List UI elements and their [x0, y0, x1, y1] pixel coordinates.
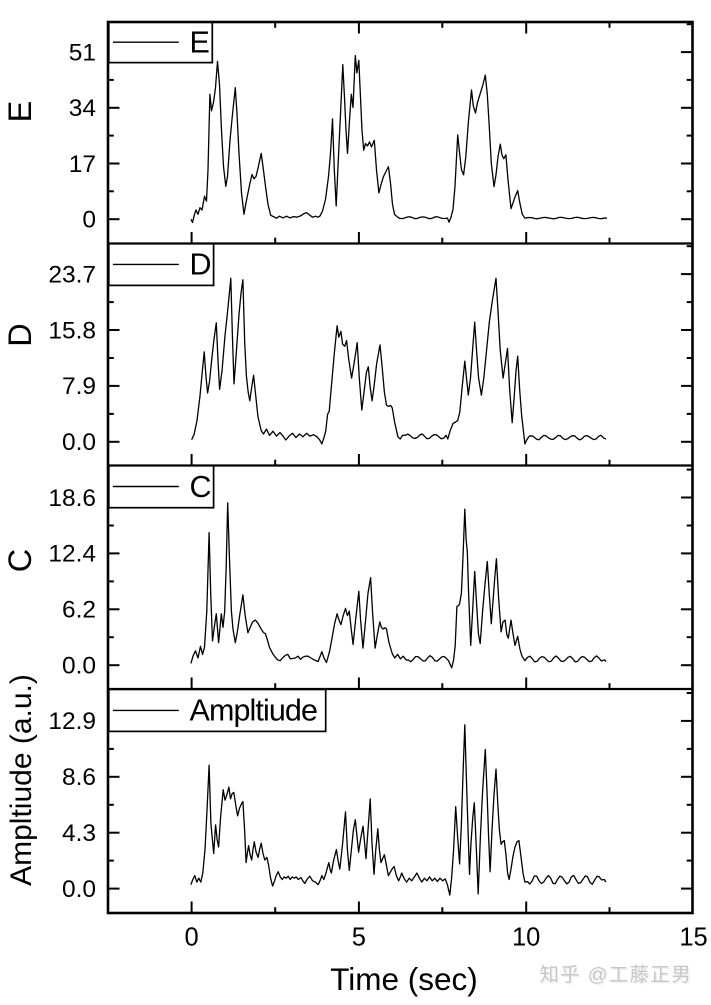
svg-text:Time (sec): Time (sec) — [330, 961, 478, 997]
svg-text:4.3: 4.3 — [62, 820, 96, 847]
svg-text:34: 34 — [69, 95, 96, 122]
svg-text:5: 5 — [352, 924, 366, 952]
svg-text:知乎 @工藤正男: 知乎 @工藤正男 — [541, 966, 694, 988]
svg-text:10: 10 — [512, 924, 540, 952]
svg-text:0: 0 — [82, 207, 96, 234]
svg-text:8.6: 8.6 — [62, 764, 96, 791]
svg-text:12.9: 12.9 — [48, 708, 96, 735]
svg-text:0.0: 0.0 — [62, 429, 96, 456]
svg-text:D: D — [190, 248, 212, 282]
svg-text:E: E — [190, 26, 210, 60]
svg-text:C: C — [2, 549, 38, 572]
svg-text:D: D — [2, 323, 38, 346]
svg-text:15.8: 15.8 — [48, 317, 96, 344]
svg-text:0.0: 0.0 — [62, 653, 96, 680]
svg-text:18.6: 18.6 — [48, 485, 96, 512]
svg-text:E: E — [2, 101, 38, 123]
svg-text:17: 17 — [69, 151, 96, 178]
svg-text:7.9: 7.9 — [62, 373, 96, 400]
svg-text:15: 15 — [679, 924, 707, 952]
svg-text:0.0: 0.0 — [62, 876, 96, 903]
svg-text:6.2: 6.2 — [62, 597, 96, 624]
svg-text:知乎 @工藤正男: 知乎 @工藤正男 — [539, 964, 692, 986]
svg-text:23.7: 23.7 — [48, 261, 96, 288]
svg-text:Ampltiude: Ampltiude — [190, 694, 318, 728]
svg-text:51: 51 — [69, 39, 96, 66]
svg-text:Ampltiude (a.u.): Ampltiude (a.u.) — [5, 674, 38, 886]
svg-text:0: 0 — [185, 924, 199, 952]
svg-text:C: C — [190, 470, 212, 504]
svg-text:12.4: 12.4 — [48, 541, 96, 568]
